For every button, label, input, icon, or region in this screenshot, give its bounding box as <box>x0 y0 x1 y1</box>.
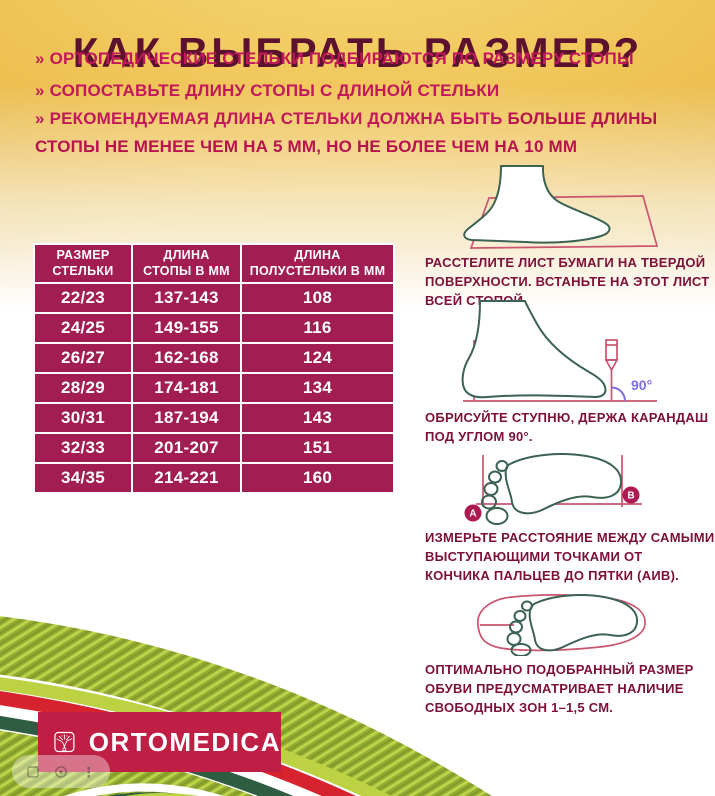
cell-half-insole: 134 <box>242 373 393 402</box>
point-a-label: А <box>469 509 476 520</box>
size-table-header-row: РАЗМЕР СТЕЛЬКИ ДЛИНА СТОПЫ В ММ ДЛИНА ПО… <box>35 245 393 282</box>
cell-half-insole: 108 <box>242 283 393 312</box>
cell-half-insole: 151 <box>242 433 393 462</box>
cell-half-insole: 116 <box>242 313 393 342</box>
bullet-item-2: » СОПОСТАВЬТЕ ДЛИНУ СТОПЫ С ДЛИНОЙ СТЕЛЬ… <box>35 81 500 100</box>
cell-foot-length: 174-181 <box>133 373 240 402</box>
cell-half-insole: 124 <box>242 343 393 372</box>
header-cell-half-insole-length: ДЛИНА ПОЛУСТЕЛЬКИ В ММ <box>242 245 393 282</box>
cell-foot-length: 149-155 <box>133 313 240 342</box>
cell-size: 32/33 <box>35 433 131 462</box>
foot-pencil-icon: 90° <box>461 300 657 402</box>
cell-size: 26/27 <box>35 343 131 372</box>
cell-foot-length: 162-168 <box>133 343 240 372</box>
cell-foot-length: 201-207 <box>133 433 240 462</box>
cell-size: 28/29 <box>35 373 131 402</box>
lens-icon[interactable] <box>53 764 69 780</box>
size-table: РАЗМЕР СТЕЛЬКИ ДЛИНА СТОПЫ В ММ ДЛИНА ПО… <box>33 243 395 494</box>
table-row: 26/27 162-168 124 <box>35 343 393 372</box>
header-cell-foot-length: ДЛИНА СТОПЫ В ММ <box>133 245 240 282</box>
table-row: 24/25 149-155 116 <box>35 313 393 342</box>
cell-size: 24/25 <box>35 313 131 342</box>
footprint-measure-icon: А В <box>464 453 642 525</box>
image-viewer-toolbar: ⋮ <box>12 755 110 788</box>
cell-size: 34/35 <box>35 463 131 492</box>
cell-foot-length: 187-194 <box>133 403 240 432</box>
table-row: 32/33 201-207 151 <box>35 433 393 462</box>
angle-label: 90° <box>631 377 652 393</box>
foot-on-paper-icon <box>463 165 659 249</box>
point-b-label: В <box>627 491 634 502</box>
cell-foot-length: 137-143 <box>133 283 240 312</box>
cell-half-insole: 160 <box>242 463 393 492</box>
bullet-item-3: » РЕКОМЕНДУЕМАЯ ДЛИНА СТЕЛЬКИ ДОЛЖНА БЫТ… <box>35 105 705 161</box>
bullet-item-1: » ОРТОПЕДИЧЕСКИЕ СТЕЛЬКИ ПОДБИРАЮТСЯ ПО … <box>35 49 634 68</box>
header-cell-size: РАЗМЕР СТЕЛЬКИ <box>35 245 131 282</box>
cell-size: 22/23 <box>35 283 131 312</box>
step-4-caption: ОПТИМАЛЬНО ПОДОБРАННЫЙ РАЗМЕР ОБУВИ ПРЕД… <box>425 662 694 715</box>
more-options-icon[interactable]: ⋮ <box>81 763 96 780</box>
step-2-caption: ОБРИСУЙТЕ СТУПНЮ, ДЕРЖА КАРАНДАШ ПОД УГЛ… <box>425 410 709 444</box>
cell-foot-length: 214-221 <box>133 463 240 492</box>
cell-half-insole: 143 <box>242 403 393 432</box>
step-3-caption: ИЗМЕРЬТЕ РАССТОЯНИЕ МЕЖДУ САМЫМИ ВЫСТУПА… <box>425 530 715 583</box>
crop-icon[interactable] <box>26 765 40 779</box>
cell-size: 30/31 <box>35 403 131 432</box>
table-row: 30/31 187-194 143 <box>35 403 393 432</box>
footprint-shoe-icon <box>477 594 646 656</box>
brand-name: ORTOMEDICA <box>88 726 281 757</box>
table-row: 34/35 214-221 160 <box>35 463 393 492</box>
bullet-3-normal: » РЕКОМЕНДУЕМАЯ ДЛИНА СТЕЛЬКИ ДОЛЖНА БЫТ… <box>35 109 508 128</box>
size-table-body: 22/23 137-143 108 24/25 149-155 116 26/27 162-1… <box>35 283 393 492</box>
table-row: 22/23 137-143 108 <box>35 283 393 312</box>
page-title: КАК ВЫБРАТЬ РАЗМЕР? <box>72 29 643 77</box>
table-row: 28/29 174-181 134 <box>35 373 393 402</box>
bullet-3-bold: БОЛЬШЕ ДЛИНЫ СТОПЫ НЕ МЕНЕЕ ЧЕМ НА 5 ММ,… <box>35 109 658 156</box>
